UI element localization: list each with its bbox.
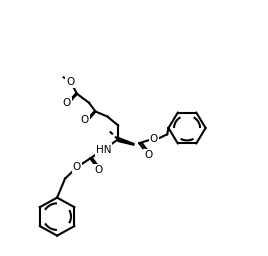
Polygon shape [118,137,134,145]
Text: O: O [62,98,70,108]
Text: HN: HN [96,145,111,155]
Text: O: O [66,77,75,87]
Text: O: O [81,115,89,125]
Text: O: O [94,165,102,175]
Text: O: O [144,150,153,159]
Text: O: O [150,134,158,144]
Text: O: O [73,162,81,172]
